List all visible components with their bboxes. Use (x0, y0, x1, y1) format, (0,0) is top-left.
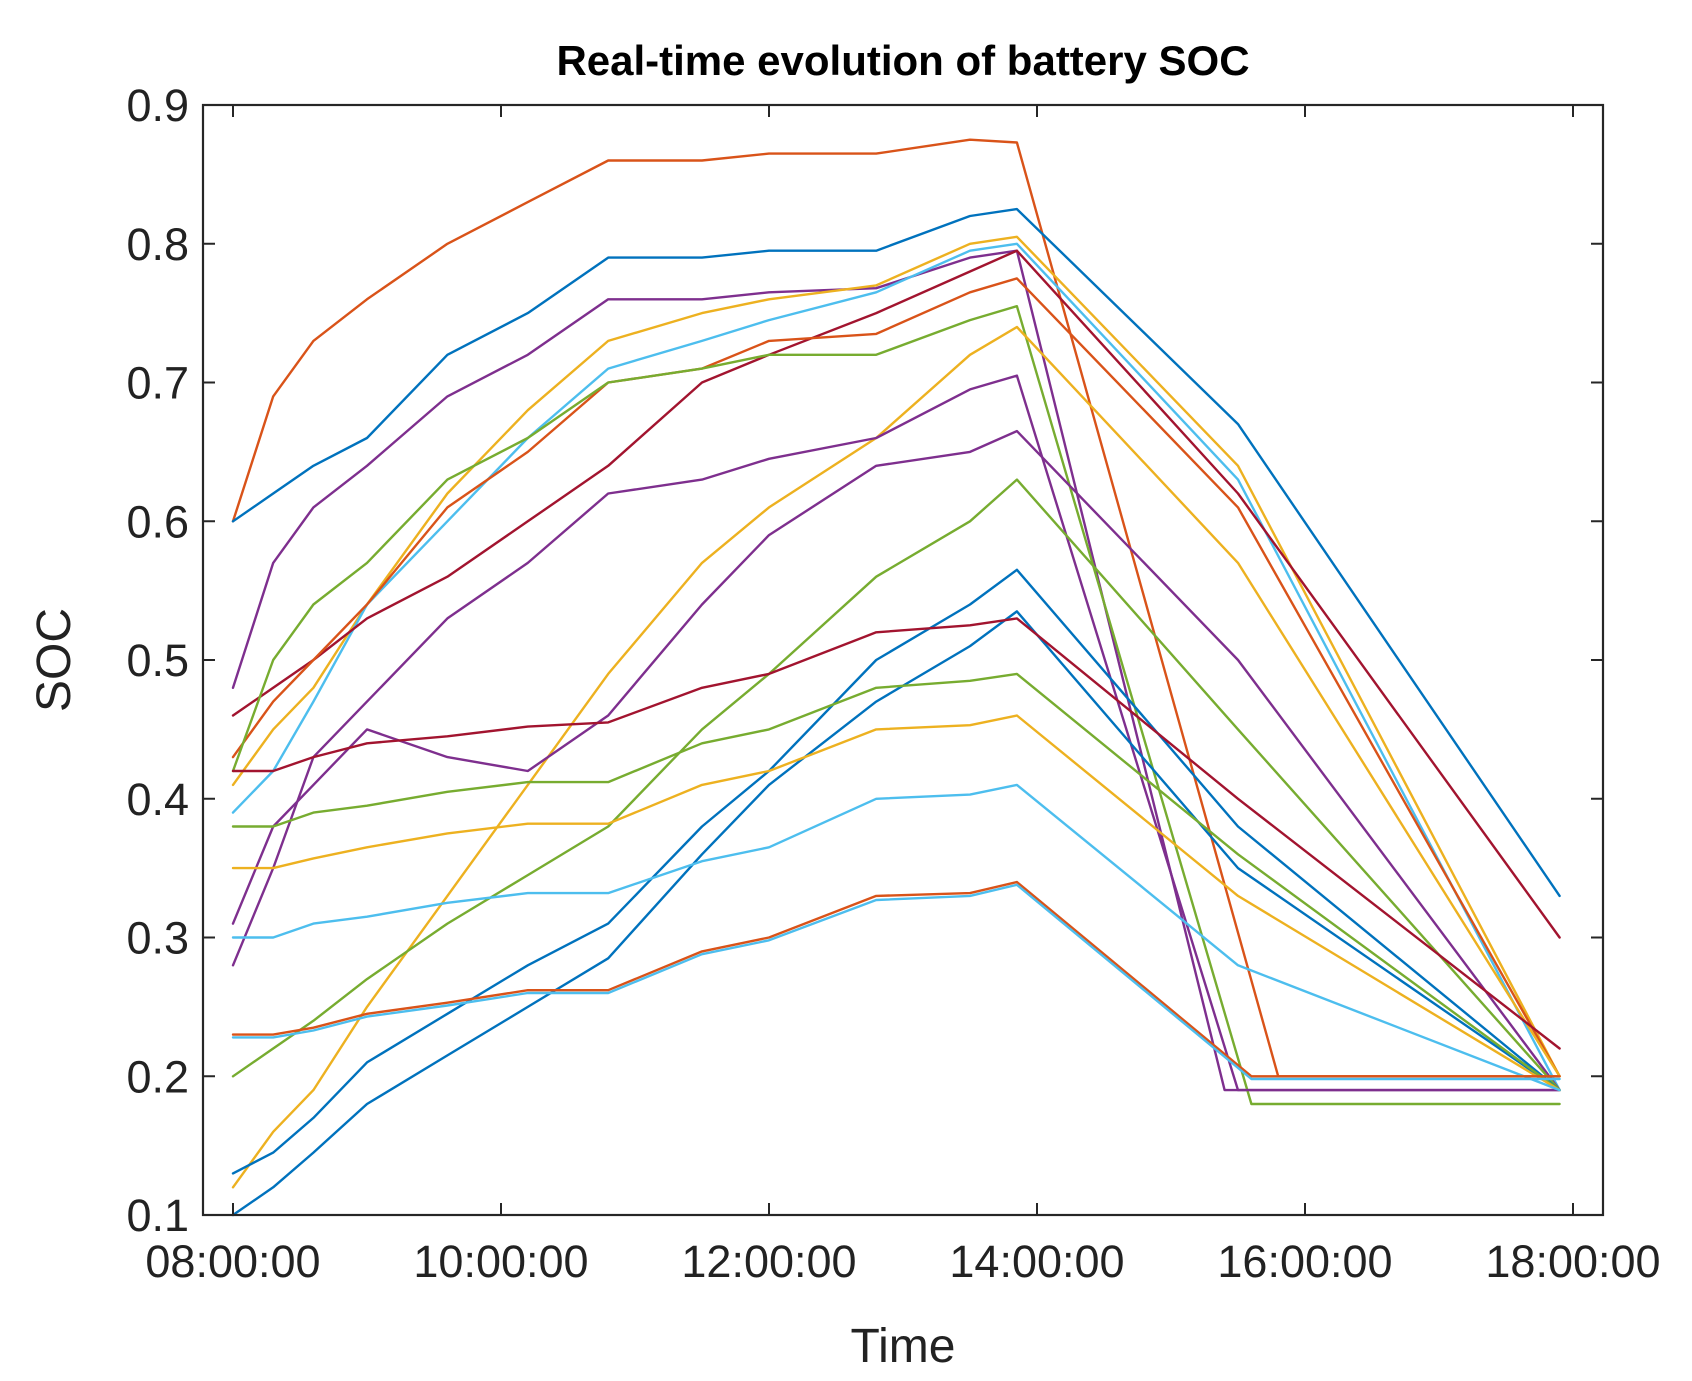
series-line-1 (231, 138, 1561, 1078)
y-tick-label-0: 0.1 (126, 1190, 189, 1241)
y-tick-label-6: 0.7 (126, 358, 189, 409)
series-group (231, 138, 1561, 1217)
series-line-13 (231, 568, 1561, 1175)
plot-area-frame (201, 103, 1605, 1217)
x-tick-label-2: 12:00:00 (681, 1236, 856, 1287)
y-tick-label-1: 0.2 (126, 1051, 189, 1102)
series-line-4 (231, 235, 1561, 1078)
series-line-5 (231, 242, 1561, 1092)
series-line-20 (231, 883, 1561, 1081)
series-line-10 (231, 374, 1561, 1092)
series-line-9 (231, 325, 1561, 1189)
series-line-14 (231, 610, 1561, 1217)
y-axis: 0.1 0.2 0.3 0.4 0.5 0.6 0.7 0.8 0.9 (126, 80, 1603, 1241)
series-line-8 (231, 305, 1561, 1106)
series-line-18 (231, 783, 1561, 1092)
x-axis: 08:00:00 10:00:00 12:00:00 14:00:00 16:00:00… (145, 105, 1661, 1287)
y-tick-label-5: 0.6 (126, 496, 189, 547)
series-line-19 (231, 880, 1561, 1078)
y-tick-label-4: 0.5 (126, 635, 189, 686)
x-tick-label-0: 08:00:00 (145, 1236, 320, 1287)
x-tick-label-5: 18:00:00 (1485, 1236, 1660, 1287)
series-line-11 (231, 429, 1561, 1092)
series-line-15 (231, 617, 1561, 1050)
chart-title: Real-time evolution of battery SOC (556, 37, 1249, 84)
series-line-17 (231, 714, 1561, 1092)
x-tick-label-3: 14:00:00 (949, 1236, 1124, 1287)
series-line-6 (231, 249, 1561, 939)
y-tick-label-3: 0.4 (126, 774, 189, 825)
series-line-2 (231, 207, 1561, 898)
series-line-7 (231, 277, 1561, 1078)
series-line-12 (231, 478, 1561, 1092)
y-tick-label-7: 0.8 (126, 219, 189, 270)
y-tick-label-8: 0.9 (126, 80, 189, 131)
series-line-16 (231, 672, 1561, 1092)
y-axis-label: SOC (28, 608, 81, 712)
y-tick-label-2: 0.3 (126, 913, 189, 964)
x-tick-label-1: 10:00:00 (413, 1236, 588, 1287)
x-tick-label-4: 16:00:00 (1217, 1236, 1392, 1287)
series-line-3 (231, 249, 1561, 1092)
x-axis-label: Time (851, 1320, 956, 1373)
